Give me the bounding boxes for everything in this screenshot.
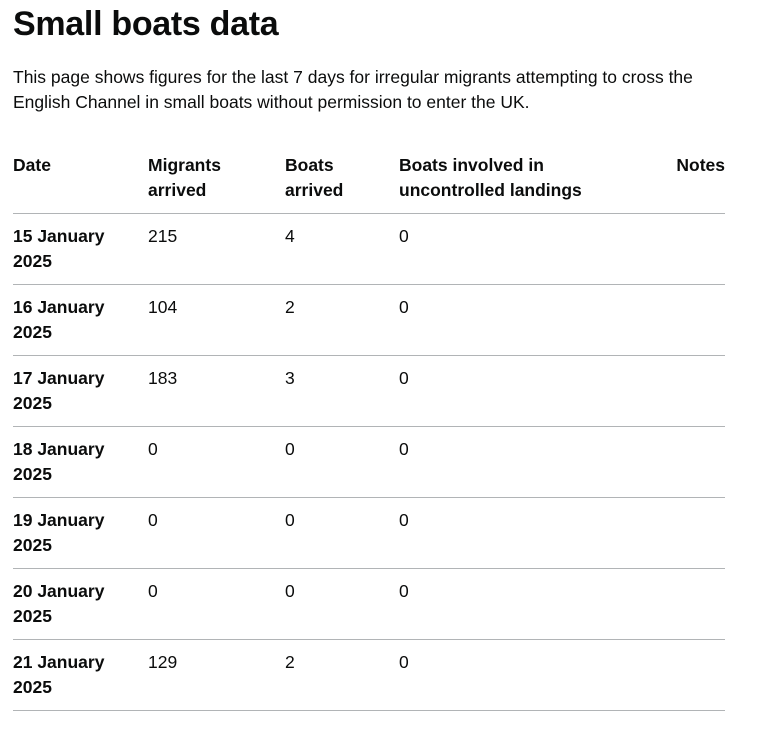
cell-migrants-arrived: 0 [148,426,285,498]
table-row: 16 January 2025 104 2 0 [13,284,725,356]
cell-boats-arrived: 0 [285,497,399,569]
cell-migrants-arrived: 0 [148,497,285,569]
cell-uncontrolled-landings: 0 [399,355,629,427]
cell-uncontrolled-landings: 0 [399,213,629,285]
cell-uncontrolled-landings: 0 [399,568,629,640]
cell-notes [629,639,725,711]
cell-boats-arrived: 2 [285,639,399,711]
cell-date: 15 January 2025 [13,213,148,285]
cell-migrants-arrived: 215 [148,213,285,285]
table-row: 19 January 2025 0 0 0 [13,497,725,569]
cell-boats-arrived: 0 [285,426,399,498]
cell-uncontrolled-landings: 0 [399,426,629,498]
cell-uncontrolled-landings: 0 [399,497,629,569]
cell-date: 18 January 2025 [13,426,148,498]
cell-date: 21 January 2025 [13,639,148,711]
cell-uncontrolled-landings: 0 [399,284,629,356]
table-header-row: Date Migrants arrived Boats arrived Boat… [13,153,725,214]
cell-date: 20 January 2025 [13,568,148,640]
cell-migrants-arrived: 183 [148,355,285,427]
cell-uncontrolled-landings: 0 [399,639,629,711]
header-boats-arrived: Boats arrived [285,153,399,214]
cell-notes [629,426,725,498]
cell-boats-arrived: 2 [285,284,399,356]
cell-boats-arrived: 4 [285,213,399,285]
cell-boats-arrived: 3 [285,355,399,427]
table-row: 20 January 2025 0 0 0 [13,568,725,640]
header-uncontrolled-landings: Boats involved in uncontrolled landings [399,153,629,214]
cell-date: 16 January 2025 [13,284,148,356]
cell-notes [629,213,725,285]
cell-notes [629,355,725,427]
header-notes: Notes [629,153,725,214]
cell-migrants-arrived: 104 [148,284,285,356]
cell-notes [629,497,725,569]
cell-date: 17 January 2025 [13,355,148,427]
table-row: 21 January 2025 129 2 0 [13,639,725,711]
cell-notes [629,284,725,356]
header-date: Date [13,153,148,214]
cell-notes [629,568,725,640]
page-content: Small boats data This page shows figures… [13,0,725,711]
cell-date: 19 January 2025 [13,497,148,569]
cell-migrants-arrived: 0 [148,568,285,640]
table-row: 17 January 2025 183 3 0 [13,355,725,427]
table-body: 15 January 2025 215 4 0 16 January 2025 104 2 0… [13,213,725,711]
cell-migrants-arrived: 129 [148,639,285,711]
table-row: 15 January 2025 215 4 0 [13,213,725,285]
cell-boats-arrived: 0 [285,568,399,640]
table-row: 18 January 2025 0 0 0 [13,426,725,498]
page-intro: This page shows figures for the last 7 d… [13,67,693,112]
header-migrants-arrived: Migrants arrived [148,153,285,214]
small-boats-table: Date Migrants arrived Boats arrived Boat… [13,153,725,711]
page-title: Small boats data [13,5,279,43]
